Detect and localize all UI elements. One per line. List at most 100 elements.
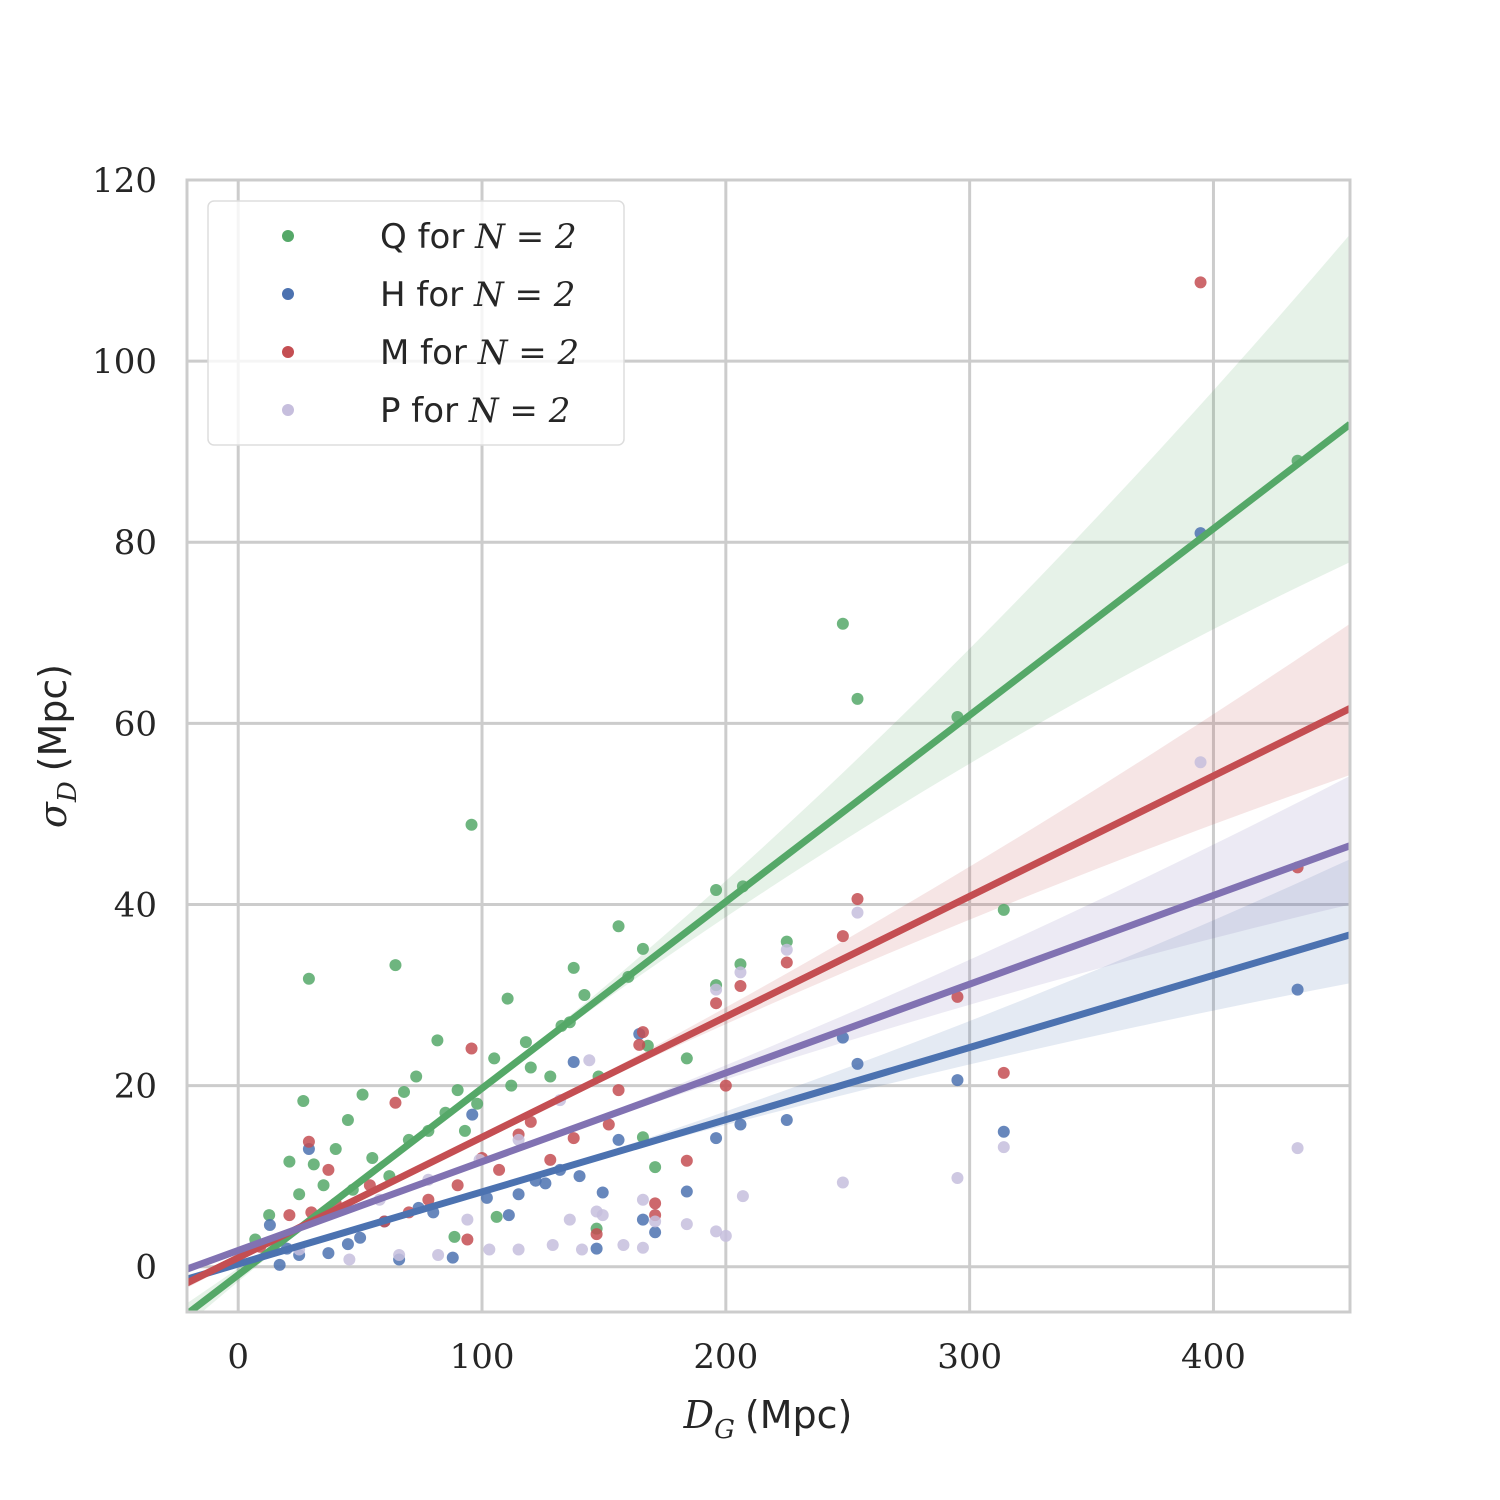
point-p [636, 1241, 649, 1254]
point-m [493, 1163, 506, 1176]
point-h [322, 1247, 335, 1260]
y-tick-label: 80 [114, 523, 157, 563]
point-m [590, 1228, 603, 1241]
scatter-points [249, 276, 1304, 1271]
point-p [1194, 756, 1207, 769]
point-m [461, 1233, 474, 1246]
x-tick-label: 400 [1181, 1337, 1246, 1377]
point-p [512, 1243, 525, 1256]
point-q [519, 1036, 532, 1049]
point-p [483, 1243, 496, 1256]
point-q [329, 1142, 342, 1155]
y-axis-var: σ [31, 801, 75, 828]
legend-box [207, 200, 625, 446]
y-tick-label: 0 [135, 1248, 157, 1288]
point-m [951, 990, 964, 1003]
point-m [465, 1042, 478, 1055]
point-m [602, 1118, 615, 1131]
point-h [734, 1118, 747, 1131]
point-q [356, 1088, 369, 1101]
point-q [448, 1230, 461, 1243]
point-h [596, 1186, 609, 1199]
point-q [431, 1034, 444, 1047]
point-q [680, 1052, 693, 1065]
point-m [734, 979, 747, 992]
point-p [736, 1190, 749, 1203]
x-axis-sub: G [714, 1415, 735, 1445]
point-h [680, 1185, 693, 1198]
point-m [451, 1179, 464, 1192]
point-q [544, 1070, 557, 1083]
point-h [539, 1177, 552, 1190]
legend-entry: H for N = 2 [380, 275, 575, 315]
point-h [567, 1056, 580, 1069]
point-p [563, 1213, 576, 1226]
y-tick-label: 100 [92, 342, 157, 382]
x-tick-label: 100 [450, 1337, 515, 1377]
point-p [649, 1215, 662, 1228]
point-p [719, 1229, 732, 1242]
point-m [612, 1084, 625, 1097]
point-q [524, 1061, 537, 1074]
point-p [432, 1248, 445, 1261]
point-p [1291, 1142, 1304, 1155]
point-m [836, 930, 849, 943]
point-p [617, 1238, 630, 1251]
point-h [997, 1125, 1010, 1138]
point-p [836, 1176, 849, 1189]
point-q [505, 1079, 518, 1092]
point-q [283, 1155, 296, 1168]
plot-frame [185, 178, 1352, 1314]
point-q [307, 1158, 320, 1171]
point-h [273, 1258, 286, 1271]
point-q [471, 1097, 484, 1110]
point-q [567, 961, 580, 974]
point-p [393, 1248, 406, 1261]
point-p [590, 1205, 603, 1218]
x-axis-var: D [683, 1393, 714, 1437]
point-p [780, 943, 793, 956]
point-m [633, 1038, 646, 1051]
point-q [302, 972, 315, 985]
point-q [578, 989, 591, 1002]
point-m [544, 1153, 557, 1166]
point-h [1291, 983, 1304, 996]
point-q [397, 1085, 410, 1098]
point-m [851, 893, 864, 906]
point-m [322, 1163, 335, 1176]
point-h [502, 1209, 515, 1222]
point-h [466, 1108, 479, 1121]
point-h [354, 1231, 367, 1244]
y-tick-label: 120 [92, 161, 157, 201]
x-axis-label: DG (Mpc) [683, 1393, 853, 1445]
legend-entry: Q for N = 2 [380, 217, 577, 257]
point-p [636, 1193, 649, 1206]
point-q [488, 1052, 501, 1065]
point-p [575, 1243, 588, 1256]
y-tick-label: 20 [114, 1067, 157, 1107]
point-q [636, 942, 649, 955]
point-q [710, 883, 723, 896]
point-q [297, 1094, 310, 1107]
y-axis-unit: (Mpc) [31, 664, 75, 771]
point-q [649, 1161, 662, 1174]
point-h [951, 1074, 964, 1087]
point-m [283, 1209, 296, 1222]
x-tick-label: 0 [227, 1337, 249, 1377]
point-p [583, 1054, 596, 1067]
point-q [851, 692, 864, 705]
point-m [389, 1096, 402, 1109]
point-h [649, 1226, 662, 1239]
y-tick-label: 60 [114, 704, 157, 744]
legend-entry: P for N = 2 [380, 391, 570, 431]
point-q [612, 920, 625, 933]
tick-labels: 0 100 200 300 400 0 20 40 60 80 100 120 [92, 161, 1246, 1377]
fit-line-p [187, 842, 1350, 1273]
point-q [501, 992, 514, 1005]
point-q [366, 1152, 379, 1165]
legend-marker [282, 288, 294, 300]
legend-marker [282, 404, 294, 416]
point-m [997, 1066, 1010, 1079]
point-m [636, 1026, 649, 1039]
point-m [422, 1193, 435, 1206]
